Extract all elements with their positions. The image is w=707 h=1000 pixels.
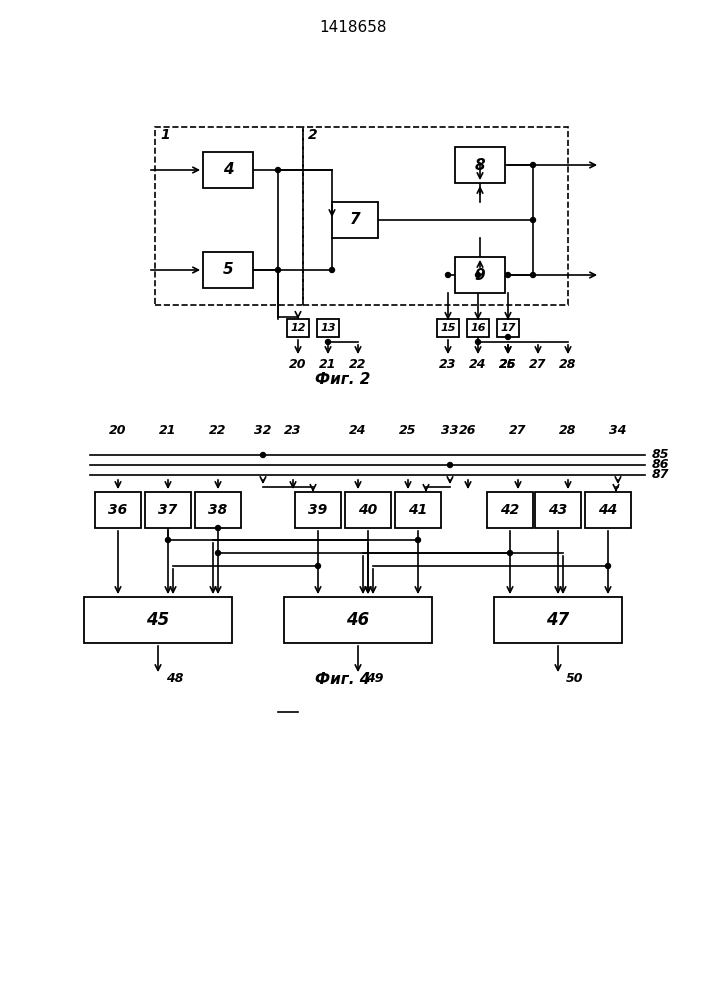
Text: 20: 20 — [110, 424, 127, 436]
Circle shape — [165, 538, 170, 542]
Text: 8: 8 — [474, 157, 485, 172]
Bar — [317, 319, 339, 337]
Text: 48: 48 — [166, 672, 184, 684]
Text: Фиг. 4: Фиг. 4 — [315, 672, 370, 688]
Circle shape — [530, 218, 535, 223]
Text: 25: 25 — [399, 424, 416, 436]
Circle shape — [276, 267, 281, 272]
Text: 26: 26 — [460, 424, 477, 436]
Text: 22: 22 — [209, 424, 227, 436]
Text: 86: 86 — [652, 458, 670, 472]
Bar — [437, 319, 459, 337]
Bar — [497, 319, 519, 337]
Text: 36: 36 — [108, 503, 128, 517]
Circle shape — [329, 267, 334, 272]
Text: 12: 12 — [291, 323, 305, 333]
Text: 1418658: 1418658 — [320, 20, 387, 35]
Circle shape — [476, 272, 481, 277]
Text: 87: 87 — [652, 468, 670, 482]
Bar — [203, 252, 253, 288]
Circle shape — [530, 162, 535, 167]
Bar — [145, 492, 191, 528]
Text: 28: 28 — [559, 358, 577, 370]
Text: 2: 2 — [308, 128, 317, 142]
Text: 7: 7 — [350, 213, 361, 228]
Bar — [455, 147, 505, 183]
Text: 21: 21 — [320, 358, 337, 370]
Bar — [284, 597, 432, 643]
Text: 25: 25 — [499, 358, 517, 370]
Text: 26: 26 — [499, 358, 517, 370]
Text: 49: 49 — [366, 672, 383, 684]
Text: 20: 20 — [289, 358, 307, 370]
Text: 85: 85 — [652, 448, 670, 462]
Text: 4: 4 — [223, 162, 233, 178]
Text: 47: 47 — [547, 611, 570, 629]
Circle shape — [216, 526, 221, 530]
Circle shape — [605, 564, 611, 568]
Bar — [585, 492, 631, 528]
Text: 42: 42 — [501, 503, 520, 517]
Bar — [195, 492, 241, 528]
Circle shape — [260, 452, 266, 458]
Circle shape — [445, 272, 450, 277]
Bar — [95, 492, 141, 528]
Circle shape — [506, 272, 510, 277]
Text: 40: 40 — [358, 503, 378, 517]
Bar — [467, 319, 489, 337]
Circle shape — [508, 550, 513, 556]
Text: 34: 34 — [609, 424, 626, 436]
Text: 16: 16 — [470, 323, 486, 333]
Text: 24: 24 — [469, 358, 486, 370]
Text: 27: 27 — [530, 358, 547, 370]
Text: 38: 38 — [209, 503, 228, 517]
Text: 28: 28 — [559, 424, 577, 436]
Bar — [84, 597, 232, 643]
Text: 23: 23 — [284, 424, 302, 436]
Bar — [287, 319, 309, 337]
Text: 23: 23 — [439, 358, 457, 370]
Text: 43: 43 — [549, 503, 568, 517]
Text: 45: 45 — [146, 611, 170, 629]
Bar — [487, 492, 533, 528]
Text: 1: 1 — [160, 128, 170, 142]
Circle shape — [276, 167, 281, 172]
Text: 24: 24 — [349, 424, 367, 436]
Bar — [155, 127, 303, 305]
Bar — [303, 127, 568, 305]
Text: 39: 39 — [308, 503, 327, 517]
Bar — [494, 597, 622, 643]
Text: 33: 33 — [441, 424, 459, 436]
Text: 46: 46 — [346, 611, 370, 629]
Text: 17: 17 — [501, 323, 515, 333]
Circle shape — [476, 340, 481, 344]
Text: 15: 15 — [440, 323, 456, 333]
Text: 44: 44 — [598, 503, 618, 517]
Circle shape — [530, 272, 535, 277]
Bar — [345, 492, 391, 528]
Circle shape — [506, 334, 510, 340]
Text: 50: 50 — [566, 672, 583, 684]
Text: 27: 27 — [509, 424, 527, 436]
Text: 21: 21 — [159, 424, 177, 436]
Bar — [455, 257, 505, 293]
Circle shape — [448, 462, 452, 468]
Circle shape — [315, 564, 320, 568]
Text: 5: 5 — [223, 262, 233, 277]
Text: 41: 41 — [409, 503, 428, 517]
Bar — [332, 202, 378, 238]
Text: 9: 9 — [474, 267, 485, 282]
Text: 22: 22 — [349, 358, 367, 370]
Text: 32: 32 — [255, 424, 271, 436]
Bar — [395, 492, 441, 528]
Circle shape — [216, 550, 221, 556]
Bar — [203, 152, 253, 188]
Bar — [535, 492, 581, 528]
Text: Фиг. 2: Фиг. 2 — [315, 372, 370, 387]
Circle shape — [325, 340, 330, 344]
Text: 13: 13 — [320, 323, 336, 333]
Text: 37: 37 — [158, 503, 177, 517]
Bar — [295, 492, 341, 528]
Circle shape — [416, 538, 421, 542]
